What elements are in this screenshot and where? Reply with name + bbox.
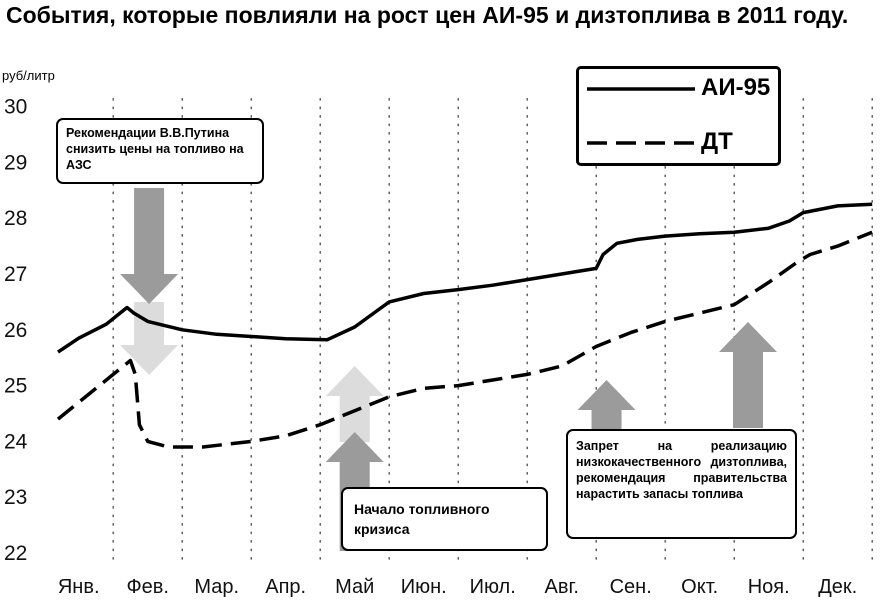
series-lines [56,202,873,449]
arrow-light-down [120,302,179,375]
x-tick-label: Апр. [265,576,306,598]
x-tick-label: Окт. [681,576,718,598]
legend-swatch-dashed [587,141,695,145]
legend-item-ai95: АИ-95 [579,73,778,103]
y-axis-unit-label: руб/литр [2,68,55,83]
x-tick-label: Июл. [470,576,516,598]
y-tick-label: 29 [4,151,27,174]
x-tick-label: Дек. [818,576,857,598]
y-axis-tick-labels: 22 23 24 25 26 27 28 29 30 [4,96,28,565]
x-tick-label: Фев. [126,576,169,598]
y-tick-label: 30 [4,96,27,119]
x-tick-label: Ноя. [748,576,790,598]
x-tick-label: Июн. [401,576,447,598]
y-tick-label: 23 [4,486,27,509]
y-tick-label: 24 [4,430,28,453]
arrow-dark-up-aug [577,380,636,430]
y-tick-label: 26 [4,319,27,342]
y-tick-label: 28 [4,207,27,230]
annotation-putin-recommendation: Рекомендации В.В.Путина снизить цены на … [56,118,264,184]
y-tick-label: 22 [4,542,27,565]
x-tick-label: Мар. [194,576,239,598]
annotation-diesel-ban: Запрет на реализацию низкокачественного … [566,429,797,539]
legend-label-dt: ДТ [701,128,733,155]
x-tick-label: Янв. [58,576,100,598]
chart-title: События, которые повлияли на рост цен АИ… [6,2,849,28]
y-tick-label: 27 [4,263,27,286]
arrow-dark-down [120,188,179,304]
legend-item-dt: ДТ [579,127,778,157]
legend-swatch-solid [587,87,695,91]
legend: АИ-95 ДТ [576,66,781,166]
x-tick-label: Май [335,576,374,598]
x-tick-label: Авг. [545,576,579,598]
y-tick-label: 25 [4,375,27,398]
x-axis-tick-labels: Янв. Фев. Мар. Апр. Май Июн. Июл. Авг. Сен. Окт. Н… [58,576,857,598]
arrow-light-up [325,366,384,442]
series-line-ai95 [57,202,873,354]
x-tick-label: Сен. [610,576,652,598]
arrow-dark-up-oct [719,322,777,428]
legend-label-ai95: АИ-95 [701,74,771,101]
series-line-dt [56,230,873,449]
annotation-fuel-crisis: Начало топливного кризиса [341,487,548,551]
